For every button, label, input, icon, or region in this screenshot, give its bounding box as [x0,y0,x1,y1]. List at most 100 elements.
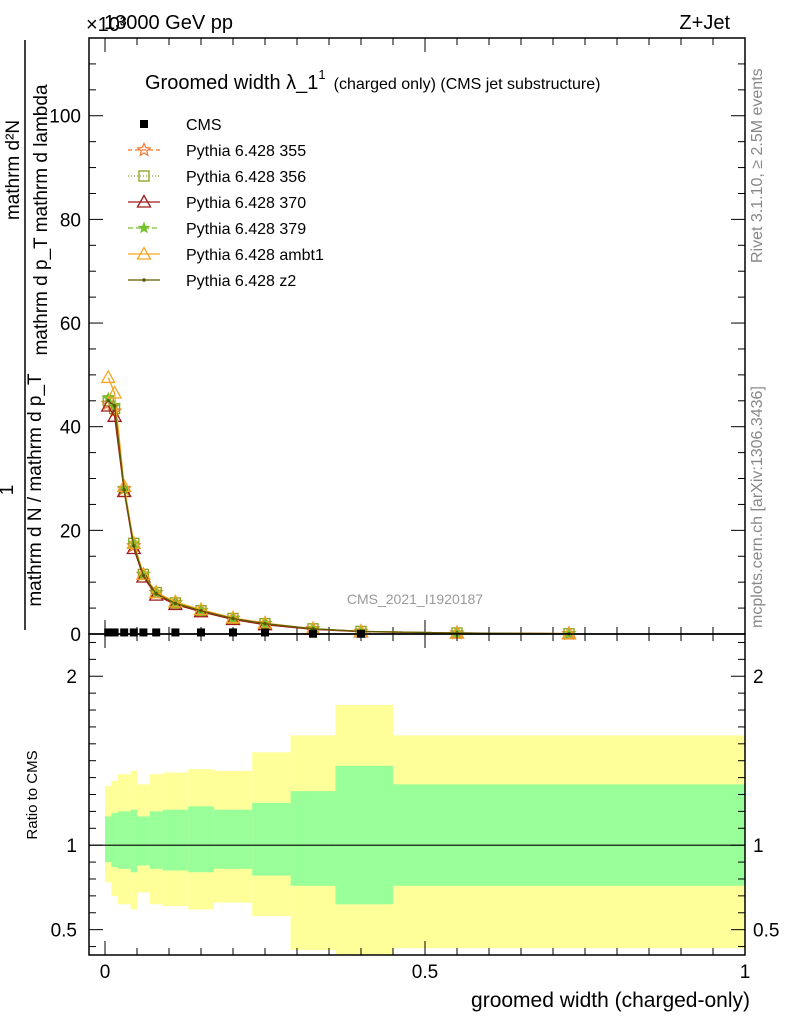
data-point-cms [120,628,129,637]
uncertainty-band-inner [149,811,163,869]
data-point-ambt1 [193,601,209,616]
header-process-label: Z+Jet [679,12,730,34]
data-point-z2 [122,488,126,492]
xtick-label: 0.5 [412,962,438,983]
data-point-cms [104,628,113,637]
legend-label: Pythia 6.428 z2 [186,273,296,290]
data-point-cms [152,628,161,637]
data-point-z2 [112,404,117,408]
main-ytick-label: 40 [60,418,81,439]
data-point-cms [197,628,205,637]
data-point-z2 [199,608,203,613]
uncertainty-band-inner [137,816,150,866]
main-ytick-label: 80 [60,210,81,231]
ylabel-numerator: mathrm d²N [3,120,24,220]
legend-label: Pythia 6.428 ambt1 [186,247,324,264]
data-point-cms [229,628,237,637]
ratio-ytick-label: 0.5 [51,921,77,942]
series-z2 [106,398,571,636]
legend-label: Pythia 6.428 355 [186,143,306,160]
plot-title-note: (charged only) (CMS jet substructure) [334,76,601,93]
main-ytick-label: 100 [49,107,81,128]
ylabel-lower: mathrm d N / mathrm d p_T [25,373,46,607]
uncertainty-band-inner [111,813,118,868]
main-ytick-label: 0 [70,625,81,646]
ylabel-one: 1 [0,485,18,496]
uncertainty-band-inner [213,809,253,869]
data-point-ambt1 [561,625,577,640]
x-axis-label: groomed width (charged-only) [471,989,750,1012]
uncertainty-band-inner [105,816,112,863]
ratio-ytick-label-right: 0.5 [753,921,779,942]
data-point-p370 [135,569,152,583]
legend-marker [138,170,150,182]
legend-marker [142,278,146,282]
main-ytick-label: 20 [60,521,81,542]
legend-label: Pythia 6.428 370 [186,195,306,212]
data-point-ambt1 [135,566,152,581]
data-point-z2 [173,601,178,606]
ratio-ytick-label-right: 2 [753,667,764,688]
data-point-p370 [106,408,123,422]
legend-item-p370: Pythia 6.428 370 [128,194,306,212]
data-point-z2 [141,573,146,578]
ratio-panel: 0.5 0.51 12 20 0.5 1 [51,633,779,983]
header-energy-label: 13000 GeV pp [104,12,233,34]
ylabel-denominator: mathrm d p_T mathrm d lambda [31,84,52,355]
ratio-ytick-label: 1 [66,836,77,857]
uncertainty-band-inner [335,765,393,905]
ratio-ytick-label-right: 1 [753,836,764,857]
uncertainty-band-inner [130,809,137,873]
data-point-z2 [263,621,267,626]
plot-title-main: Groomed width λ_1 [145,72,318,94]
legend-item-ambt1: Pythia 6.428 ambt1 [128,246,324,264]
data-point-z2 [231,616,235,621]
uncertainty-band-inner [290,791,336,886]
series-line-ambt1 [107,377,570,635]
xtick-label: 1 [740,962,751,983]
xtick-label: 0 [100,962,111,983]
legend-item-p355: Pythia 6.428 355 [128,141,306,160]
data-point-z2 [106,398,110,403]
legend: CMS Pythia 6.428 355 Pythia 6.428 356 Pythi… [128,117,324,290]
uncertainty-band-inner [252,802,291,876]
data-point-ambt1 [148,584,164,599]
plot-title: Groomed width λ_11 (charged only) (CMS je… [145,67,600,94]
data-point-cms [129,628,138,637]
legend-label: Pythia 6.428 379 [186,221,306,238]
data-point-ambt1 [257,615,273,629]
main-panel: 0 20 40 60 80 100 [49,37,746,646]
data-point-cms [139,628,148,637]
main-ytick-label: 60 [60,314,81,335]
data-point-z2 [154,591,158,596]
data-point-z2 [311,627,315,631]
main-y-axis-label: 1 mathrm d N / mathrm d p_T mathrm d²N m… [0,40,52,630]
series-ambt1 [100,369,577,640]
data-point-ambt1 [106,385,123,399]
plot-title-superscript: 1 [318,67,325,82]
mcplots-label: mcplots.cern.ch [arXiv:1306.3436] [749,386,766,628]
data-point-ambt1 [126,535,142,549]
axis-exponent-label: ×10³ [86,14,127,36]
legend-marker [136,194,152,208]
data-point-cms [171,628,180,637]
data-point-cms [110,628,119,637]
legend-item-cms: CMS [140,117,222,134]
uncertainty-band-inner [188,806,214,873]
legend-label: CMS [186,117,222,134]
data-point-z2 [132,544,136,548]
legend-item-z2: Pythia 6.428 z2 [128,273,296,290]
legend-marker [136,246,152,260]
series-line-z2 [107,400,570,635]
legend-label: Pythia 6.428 356 [186,169,306,186]
data-point-cms [261,628,269,637]
ratio-y-axis-label: Ratio to CMS [24,750,41,839]
legend-item-p379: Pythia 6.428 379 [128,221,306,238]
analysis-watermark: CMS_2021_I1920187 [347,591,483,607]
legend-marker [140,120,148,128]
uncertainty-band-inner [117,811,131,869]
uncertainty-band-inner [393,784,745,886]
ratio-ytick-label: 2 [66,667,77,688]
legend-marker [137,221,151,234]
